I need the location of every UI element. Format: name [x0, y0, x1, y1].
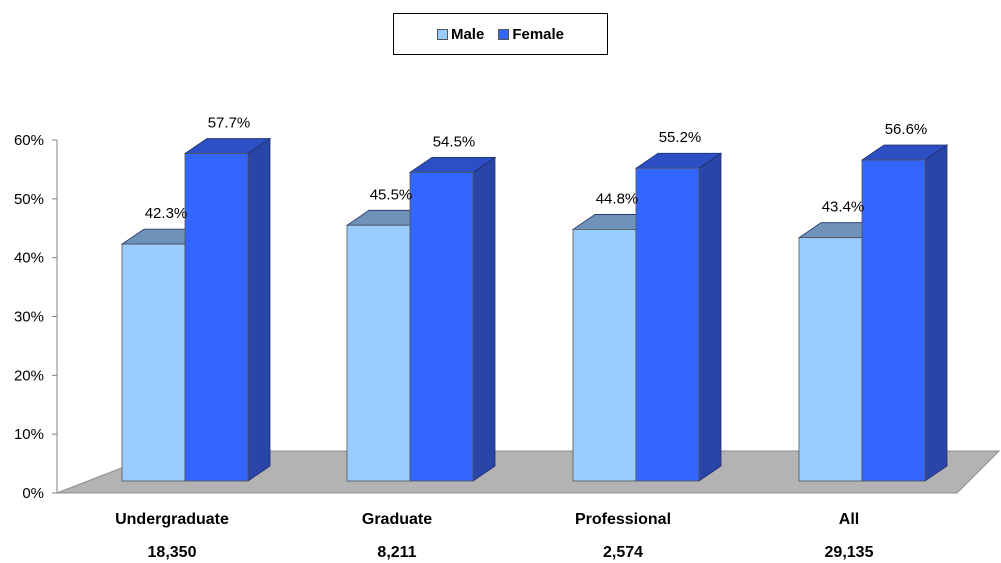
data-label-male: 42.3% — [145, 205, 188, 222]
x-category-count: 2,574 — [603, 544, 643, 561]
data-label-female: 56.6% — [885, 121, 928, 138]
bar-female — [409, 171, 474, 482]
bar-male — [346, 224, 411, 482]
legend-swatch-female — [498, 28, 510, 40]
x-category-label: Graduate — [362, 511, 432, 528]
bar-female-side — [472, 156, 496, 482]
bar-female-side — [247, 137, 271, 482]
legend-label-female: Female — [512, 25, 565, 43]
bar-female — [635, 167, 700, 482]
data-label-male: 45.5% — [370, 186, 413, 203]
legend-label-male: Male — [450, 25, 485, 43]
legend-swatch-male — [436, 28, 448, 40]
y-tick-label: 60% — [14, 132, 44, 149]
bar-female — [184, 153, 249, 482]
y-tick-label: 20% — [14, 367, 44, 384]
y-tick-label: 40% — [14, 250, 44, 267]
bar-female-side — [924, 144, 948, 482]
x-category-label: Undergraduate — [115, 511, 229, 528]
legend-item-female: Female — [498, 26, 564, 43]
legend-item-male: Male — [436, 25, 485, 43]
data-label-female: 55.2% — [659, 129, 702, 146]
data-label-female: 54.5% — [433, 133, 476, 150]
x-category-count: 8,211 — [377, 544, 416, 561]
x-category-label: All — [839, 511, 859, 528]
data-label-female: 57.7% — [208, 115, 251, 132]
bar-female-side — [698, 152, 722, 482]
y-tick-label: 0% — [22, 485, 44, 502]
bar-male — [121, 243, 186, 482]
y-tick-label: 30% — [14, 309, 44, 326]
x-category-count: 18,350 — [148, 544, 197, 561]
y-tick-label: 10% — [14, 426, 44, 443]
bar-female — [861, 159, 926, 482]
data-label-male: 44.8% — [596, 190, 639, 207]
bar-male — [572, 229, 637, 482]
y-tick-label: 50% — [14, 191, 44, 208]
x-category-count: 29,135 — [825, 544, 874, 561]
bar-male — [798, 237, 863, 482]
x-category-label: Professional — [575, 511, 671, 528]
data-label-male: 43.4% — [822, 199, 865, 216]
chart-legend: Male Female — [393, 13, 608, 55]
